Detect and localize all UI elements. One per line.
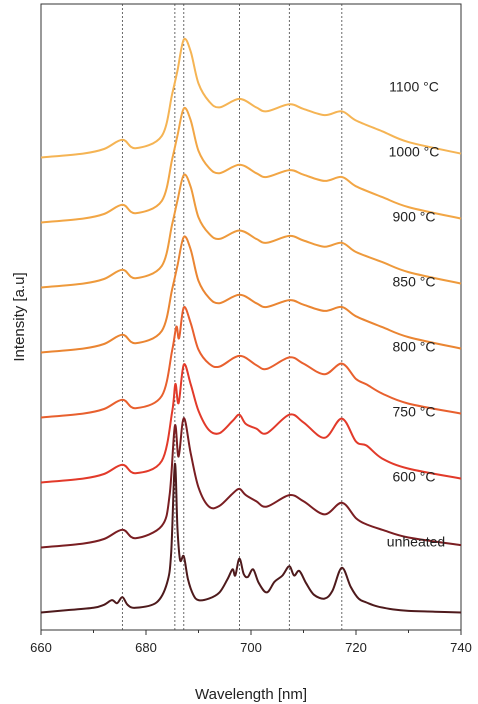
series-line <box>40 106 462 224</box>
x-tick-label: 720 <box>345 640 367 655</box>
series-line <box>40 417 462 549</box>
x-axis-ticks: 660 680 700 720 740 <box>30 630 472 655</box>
series-label: 750 °C <box>393 403 436 419</box>
x-tick-label: 700 <box>240 640 262 655</box>
plot-frame <box>40 3 462 631</box>
series-label: 850 °C <box>393 273 436 289</box>
series-line <box>40 37 462 159</box>
x-tick-label: 680 <box>135 640 157 655</box>
series-label: 1100 °C <box>389 78 439 94</box>
series-label: 800 °C <box>393 338 436 354</box>
series-label: unheated <box>387 533 445 549</box>
series-line <box>40 363 462 484</box>
series-line <box>40 235 462 354</box>
x-tick-label: 660 <box>30 640 52 655</box>
series-label: 600 °C <box>393 468 436 484</box>
series-line <box>40 462 462 614</box>
series-label: 1000 °C <box>389 143 440 159</box>
series-label: 900 °C <box>393 208 436 224</box>
x-axis-title: Wavelength [nm] <box>195 686 307 703</box>
series-labels: 1100 °C 1000 °C 900 °C 850 °C 800 °C 750 °C 60… <box>387 78 445 549</box>
x-tick-label: 740 <box>450 640 472 655</box>
y-axis-title: Intensity [a.u] <box>11 272 28 361</box>
series-line <box>40 173 462 289</box>
series-line <box>40 306 462 419</box>
curves <box>40 37 462 614</box>
